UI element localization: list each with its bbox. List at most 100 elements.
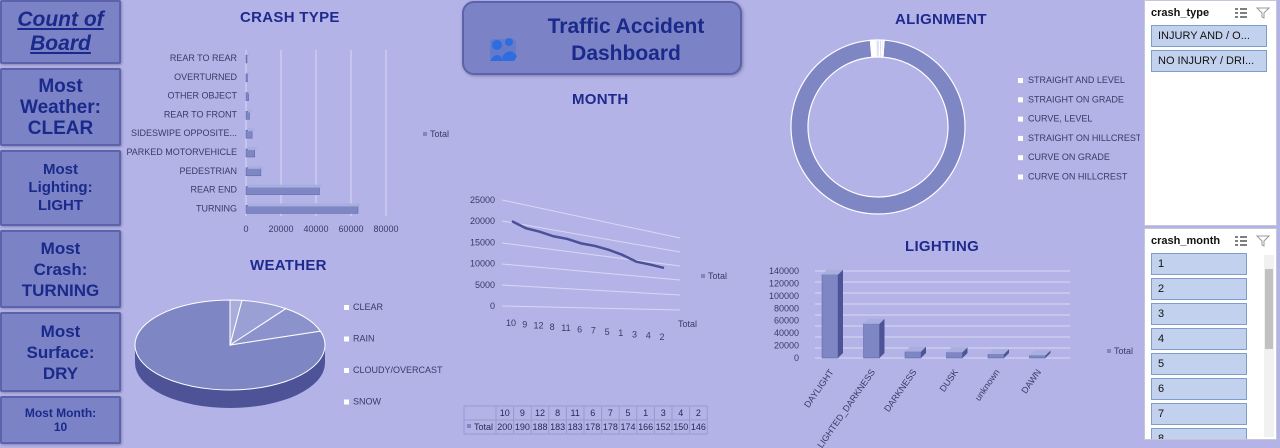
month-x-tick: 4 <box>646 331 651 341</box>
kpi-count-of-board-line1: Count of <box>17 8 104 31</box>
multi-select-icon[interactable] <box>1234 235 1248 247</box>
weather-pie-slice <box>229 299 243 346</box>
alignment-donut-slice <box>881 39 885 58</box>
kpi-value: LIGHT <box>37 197 83 214</box>
lighting-x-tick: DAWN <box>1019 367 1043 395</box>
kpi-most-lighting[interactable]: Most Lighting: LIGHT <box>0 150 121 226</box>
crash-type-tick: 60000 <box>338 224 363 234</box>
crash-type-label: PARKED MOTORVEHICLE <box>126 147 237 157</box>
kpi-most-weather[interactable]: Most Weather: CLEAR <box>0 68 121 146</box>
scrollbar-thumb[interactable] <box>1265 269 1273 349</box>
alignment-legend-label: CURVE ON HILLCREST <box>1028 172 1128 182</box>
lighting-bar <box>904 351 922 359</box>
crash-type-tick: 20000 <box>268 224 293 234</box>
kpi-label: Weather: <box>20 96 101 118</box>
lighting-bar-top <box>988 349 1009 355</box>
month-legend: Total <box>708 271 727 281</box>
slicer-item[interactable]: 6 <box>1151 378 1247 400</box>
lighting-y-tick: 40000 <box>774 328 799 338</box>
lighting-title: LIGHTING <box>905 238 980 255</box>
kpi-label: Lighting: <box>28 179 93 196</box>
lighting-bar <box>987 354 1005 359</box>
slicer-item[interactable]: 1 <box>1151 253 1247 275</box>
multi-select-icon[interactable] <box>1234 7 1248 19</box>
weather-legend-label: SNOW <box>353 397 382 407</box>
crash-type-label: OTHER OBJECT <box>167 91 237 101</box>
clear-filter-icon[interactable] <box>1256 7 1270 19</box>
slicer-item[interactable]: 3 <box>1151 303 1247 325</box>
kpi-most-crash[interactable]: Most Crash: TURNING <box>0 230 121 308</box>
alignment-legend-label: STRAIGHT ON HILLCREST <box>1028 133 1140 143</box>
month-table-cell: 183 <box>550 422 565 432</box>
lighting-grid <box>815 270 1070 359</box>
alignment-legend-label: STRAIGHT ON GRADE <box>1028 94 1124 104</box>
slicer-item[interactable]: 2 <box>1151 278 1247 300</box>
page-title-line1: Traffic Accident <box>547 15 705 38</box>
lighting-bar-side <box>838 269 843 358</box>
alignment-legend-label: CURVE ON GRADE <box>1028 152 1110 162</box>
slicer-item[interactable]: 4 <box>1151 328 1247 350</box>
kpi-count-of-board-line2: Board <box>30 32 91 55</box>
month-x-tick: 12 <box>533 321 543 331</box>
month-x-tick: 1 <box>618 328 623 338</box>
people-icon <box>490 38 517 61</box>
lighting-y-tick: 120000 <box>769 278 799 288</box>
lighting-bar-top <box>905 346 926 352</box>
slicer-item[interactable]: 7 <box>1151 403 1247 425</box>
weather-legend-swatch <box>344 368 349 373</box>
slicer-crash-month[interactable]: crash_month 1 2 3 4 5 6 7 8 <box>1144 228 1277 440</box>
slicer-item[interactable]: NO INJURY / DRI... <box>1151 50 1267 72</box>
month-table-cell: 188 <box>532 422 547 432</box>
month-legend-swatch <box>701 274 705 278</box>
crash-type-bar <box>245 111 250 120</box>
lighting-bar <box>821 274 839 359</box>
lighting-y-tick: 100000 <box>769 291 799 301</box>
lighting-bar <box>863 323 880 359</box>
month-grid <box>501 199 681 311</box>
crash-type-bar-top <box>248 71 250 75</box>
slicer-item[interactable]: 5 <box>1151 353 1247 375</box>
crash-type-label: SIDESWIPE OPPOSITE... <box>131 128 237 138</box>
month-y-tick: 0 <box>490 301 495 311</box>
month-table-cell: 178 <box>603 422 618 432</box>
month-table-header: 8 <box>555 408 560 418</box>
kpi-value: CLEAR <box>27 117 94 139</box>
lighting-x-tick: unknown <box>973 367 1002 402</box>
month-y-tick: 15000 <box>470 237 495 247</box>
kpi-count-of-board[interactable]: Count of Board <box>0 0 121 64</box>
slicer-item[interactable]: INJURY AND / O... <box>1151 25 1267 47</box>
kpi-most-surface[interactable]: Most Surface: DRY <box>0 312 121 392</box>
month-x-tick: 8 <box>550 322 555 332</box>
kpi-most-month[interactable]: Most Month: 10 <box>0 396 121 444</box>
month-table-header: 10 <box>500 408 510 418</box>
crash-type-label: REAR TO FRONT <box>164 109 238 119</box>
month-y-tick: 10000 <box>470 259 495 269</box>
crash-type-label: PEDESTRIAN <box>179 166 237 176</box>
slicer-item[interactable]: 8 <box>1151 428 1247 439</box>
crash-type-label: REAR END <box>190 185 237 195</box>
crash-type-bar-top <box>248 90 251 94</box>
lighting-bar-top <box>946 347 968 353</box>
month-table-header: 4 <box>678 408 683 418</box>
weather-legend-swatch <box>344 336 349 342</box>
clear-filter-icon[interactable] <box>1256 235 1270 247</box>
alignment-chart: STRAIGHT AND LEVEL STRAIGHT ON GRADE CURVE… <box>790 39 1140 215</box>
weather-legend-swatch <box>344 399 349 405</box>
slicer-crash-month-title: crash_month <box>1151 235 1221 247</box>
slicer-scrollbar[interactable] <box>1264 255 1274 437</box>
lighting-x-tick: DUSK <box>938 367 961 393</box>
kpi-label: Most <box>40 238 81 258</box>
kpi-label: Most Month: <box>24 406 97 420</box>
crash-type-bar <box>245 205 359 214</box>
dashboard-title-box[interactable]: Traffic Accident Dashboard <box>462 1 742 75</box>
month-table-cell: 174 <box>620 422 635 432</box>
lighting-y-tick: 140000 <box>769 266 799 276</box>
alignment-legend-swatch <box>1018 116 1023 122</box>
month-y-tick: 5000 <box>475 280 495 290</box>
month-x-tick: 9 <box>522 319 527 329</box>
crash-type-label: REAR TO REAR <box>170 53 238 63</box>
alignment-donut-slice <box>790 39 966 215</box>
slicer-crash-type[interactable]: crash_type INJURY AND / O... NO INJURY /… <box>1144 0 1277 226</box>
month-table-header: 6 <box>590 408 595 418</box>
crash-type-bar-top <box>248 109 252 113</box>
